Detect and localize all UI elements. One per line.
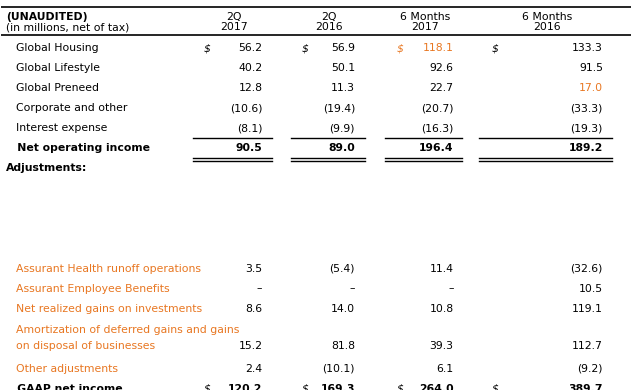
Text: (9.2): (9.2) bbox=[578, 363, 603, 374]
Text: 81.8: 81.8 bbox=[331, 340, 355, 351]
Text: 120.2: 120.2 bbox=[228, 384, 262, 390]
Text: Net operating income: Net operating income bbox=[6, 144, 150, 153]
Text: $: $ bbox=[491, 384, 498, 390]
Text: 89.0: 89.0 bbox=[329, 144, 355, 153]
Text: $: $ bbox=[302, 43, 309, 53]
Text: (5.4): (5.4) bbox=[330, 264, 355, 273]
Text: 6 Months: 6 Months bbox=[400, 12, 450, 22]
Text: (9.9): (9.9) bbox=[330, 123, 355, 133]
Text: 12.8: 12.8 bbox=[238, 83, 262, 93]
Text: Global Housing: Global Housing bbox=[16, 43, 99, 53]
Text: 92.6: 92.6 bbox=[430, 63, 454, 73]
Text: 22.7: 22.7 bbox=[430, 83, 454, 93]
Text: 39.3: 39.3 bbox=[430, 340, 454, 351]
Text: $: $ bbox=[491, 43, 498, 53]
Text: 50.1: 50.1 bbox=[331, 63, 355, 73]
Text: (16.3): (16.3) bbox=[421, 123, 454, 133]
Text: $: $ bbox=[302, 384, 309, 390]
Text: 389.7: 389.7 bbox=[568, 384, 603, 390]
Text: –: – bbox=[257, 284, 262, 294]
Text: (in millions, net of tax): (in millions, net of tax) bbox=[6, 22, 129, 32]
Text: 2Q: 2Q bbox=[321, 12, 336, 22]
Text: $: $ bbox=[397, 384, 404, 390]
Text: 2017: 2017 bbox=[411, 22, 439, 32]
Text: Net realized gains on investments: Net realized gains on investments bbox=[16, 303, 203, 314]
Text: 112.7: 112.7 bbox=[572, 340, 603, 351]
Text: (10.1): (10.1) bbox=[322, 363, 355, 374]
Text: (19.3): (19.3) bbox=[571, 123, 603, 133]
Text: Corporate and other: Corporate and other bbox=[16, 103, 128, 113]
Text: 14.0: 14.0 bbox=[331, 303, 355, 314]
Text: 118.1: 118.1 bbox=[423, 43, 454, 53]
Text: 10.8: 10.8 bbox=[429, 303, 454, 314]
Text: 40.2: 40.2 bbox=[238, 63, 262, 73]
Text: (10.6): (10.6) bbox=[230, 103, 262, 113]
Text: 17.0: 17.0 bbox=[579, 83, 603, 93]
Text: Global Preneed: Global Preneed bbox=[16, 83, 99, 93]
Text: 90.5: 90.5 bbox=[236, 144, 262, 153]
Text: (32.6): (32.6) bbox=[571, 264, 603, 273]
Text: –: – bbox=[448, 284, 454, 294]
Text: Other adjustments: Other adjustments bbox=[16, 363, 118, 374]
Text: (33.3): (33.3) bbox=[571, 103, 603, 113]
Text: 6.1: 6.1 bbox=[436, 363, 454, 374]
Text: 2017: 2017 bbox=[220, 22, 248, 32]
Text: 3.5: 3.5 bbox=[245, 264, 262, 273]
Text: Assurant Health runoff operations: Assurant Health runoff operations bbox=[16, 264, 202, 273]
Text: 133.3: 133.3 bbox=[572, 43, 603, 53]
Text: GAAP net income: GAAP net income bbox=[6, 384, 123, 390]
Text: 196.4: 196.4 bbox=[419, 144, 454, 153]
Text: 8.6: 8.6 bbox=[245, 303, 262, 314]
Text: $: $ bbox=[204, 384, 210, 390]
Text: 264.0: 264.0 bbox=[419, 384, 454, 390]
Text: (19.4): (19.4) bbox=[323, 103, 355, 113]
Text: (UNAUDITED): (UNAUDITED) bbox=[6, 12, 87, 22]
Text: 189.2: 189.2 bbox=[569, 144, 603, 153]
Text: $: $ bbox=[397, 43, 404, 53]
Text: 15.2: 15.2 bbox=[238, 340, 262, 351]
Text: 2Q: 2Q bbox=[226, 12, 242, 22]
Text: 56.9: 56.9 bbox=[331, 43, 355, 53]
Text: 11.3: 11.3 bbox=[331, 83, 355, 93]
Text: 11.4: 11.4 bbox=[430, 264, 454, 273]
Text: $: $ bbox=[204, 43, 210, 53]
Text: 2016: 2016 bbox=[533, 22, 561, 32]
Text: 91.5: 91.5 bbox=[579, 63, 603, 73]
Text: Adjustments:: Adjustments: bbox=[6, 163, 87, 174]
Text: 56.2: 56.2 bbox=[238, 43, 262, 53]
Text: on disposal of businesses: on disposal of businesses bbox=[16, 340, 155, 351]
Text: 2.4: 2.4 bbox=[245, 363, 262, 374]
Text: (8.1): (8.1) bbox=[237, 123, 262, 133]
Text: Assurant Employee Benefits: Assurant Employee Benefits bbox=[16, 284, 170, 294]
Text: 6 Months: 6 Months bbox=[522, 12, 573, 22]
Text: 169.3: 169.3 bbox=[320, 384, 355, 390]
Text: 10.5: 10.5 bbox=[579, 284, 603, 294]
Text: Amortization of deferred gains and gains: Amortization of deferred gains and gains bbox=[16, 324, 240, 335]
Text: 119.1: 119.1 bbox=[572, 303, 603, 314]
Text: Interest expense: Interest expense bbox=[16, 123, 108, 133]
Text: 2016: 2016 bbox=[315, 22, 343, 32]
Text: Global Lifestyle: Global Lifestyle bbox=[16, 63, 100, 73]
Text: (20.7): (20.7) bbox=[421, 103, 454, 113]
Text: –: – bbox=[349, 284, 355, 294]
